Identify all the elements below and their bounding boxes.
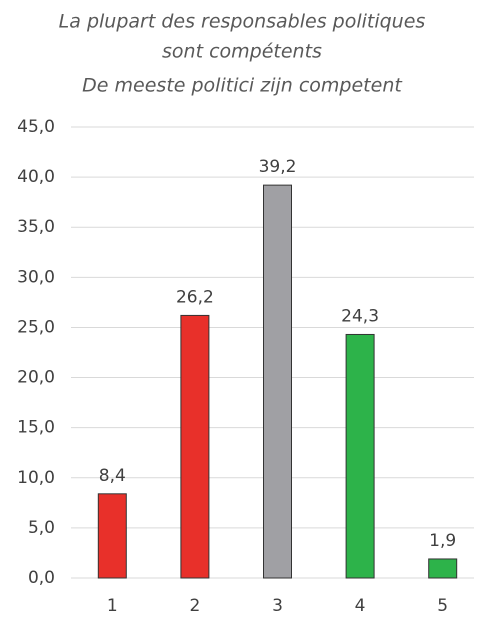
y-tick-label: 30,0	[17, 267, 55, 287]
bar	[263, 184, 292, 579]
x-tick-label: 2	[189, 596, 200, 616]
x-tick-label: 5	[437, 596, 448, 616]
bar	[428, 558, 458, 579]
value-label: 39,2	[259, 157, 297, 177]
y-tick-label: 45,0	[17, 117, 55, 137]
x-tick-label: 4	[355, 596, 366, 616]
chart-title: La plupart des responsables politiques	[59, 11, 426, 33]
y-tick-label: 0,0	[28, 568, 55, 588]
value-label: 1,9	[429, 531, 456, 551]
y-tick-label: 40,0	[17, 167, 55, 187]
value-label: 24,3	[341, 306, 379, 326]
bar	[180, 314, 210, 579]
x-tick-label: 1	[107, 596, 118, 616]
bar	[97, 493, 127, 579]
value-label: 26,2	[176, 287, 214, 307]
y-tick-label: 25,0	[17, 317, 55, 337]
x-tick-label: 3	[272, 596, 283, 616]
bar	[345, 333, 375, 579]
y-tick-label: 35,0	[17, 217, 55, 237]
y-tick-label: 5,0	[28, 518, 55, 538]
chart-title: De meeste politici zijn competent	[82, 75, 403, 97]
y-tick-label: 10,0	[17, 468, 55, 488]
y-tick-label: 15,0	[17, 418, 55, 438]
chart-title: sont compétents	[162, 41, 322, 63]
y-tick-label: 20,0	[17, 368, 55, 388]
value-label: 8,4	[99, 466, 126, 486]
